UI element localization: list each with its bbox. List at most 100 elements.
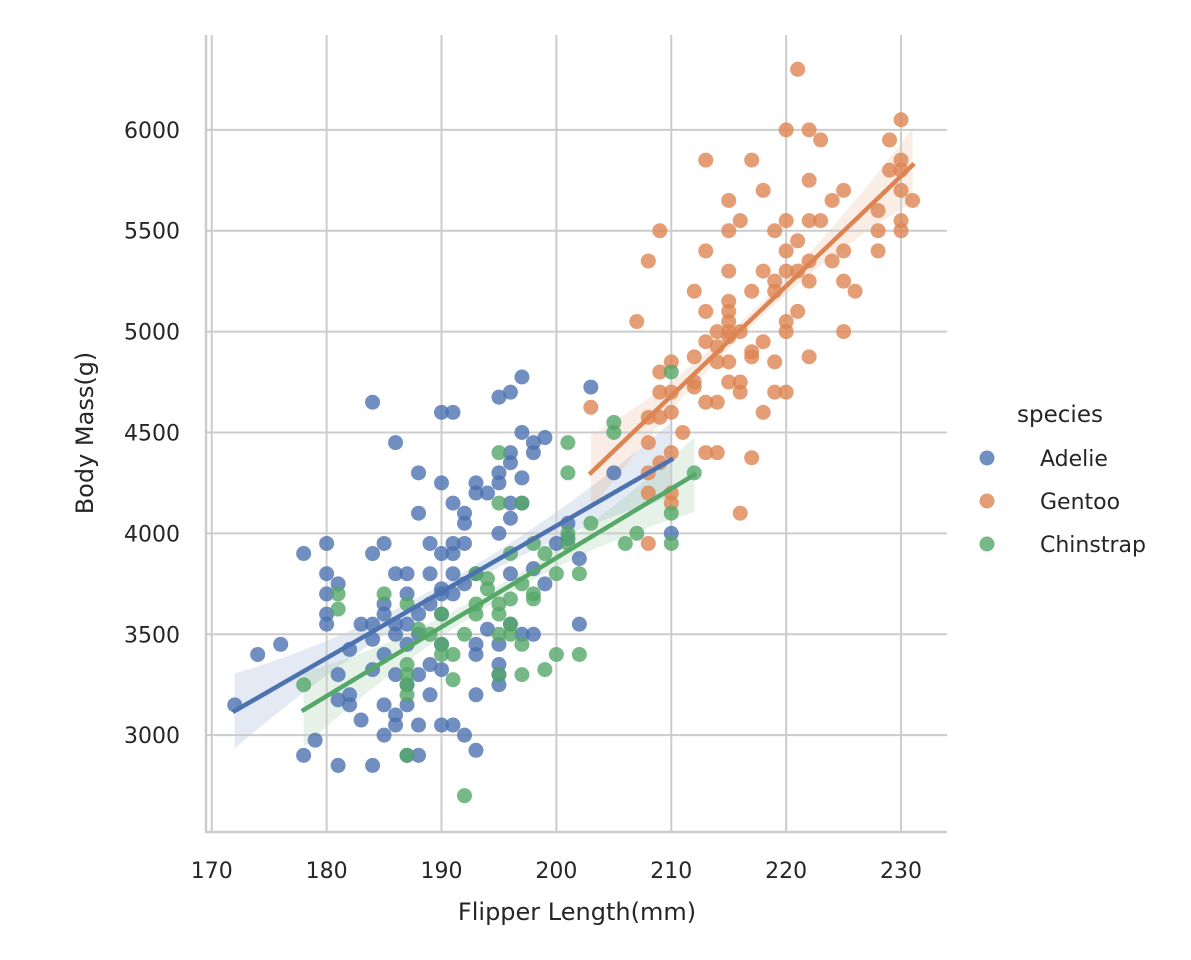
- adelie-data-point: [571, 551, 587, 567]
- gentoo-data-point: [790, 303, 806, 319]
- adelie-data-point: [319, 566, 335, 582]
- gentoo-data-point: [905, 192, 921, 208]
- gentoo-data-point: [755, 404, 771, 420]
- y-tick-label: 3000: [124, 724, 180, 749]
- adelie-data-point: [456, 727, 472, 743]
- adelie-data-point: [456, 515, 472, 531]
- chinstrap-data-point: [376, 586, 392, 602]
- gentoo-data-point: [709, 324, 725, 340]
- gentoo-data-point: [790, 263, 806, 279]
- gentoo-data-point: [640, 253, 656, 269]
- chinstrap-data-point: [491, 445, 507, 461]
- legend-title: species: [1017, 402, 1103, 428]
- y-tick-label: 4000: [124, 522, 180, 547]
- adelie-data-point: [422, 535, 438, 551]
- adelie-data-point: [468, 485, 484, 501]
- adelie-data-point: [491, 475, 507, 491]
- axes: [204, 35, 947, 834]
- gentoo-data-point: [813, 213, 829, 229]
- gentoo-data-point: [836, 182, 852, 198]
- gentoo-data-point: [652, 223, 668, 239]
- gentoo-data-point: [629, 314, 645, 330]
- gentoo-legend-marker: [979, 493, 995, 509]
- chinstrap-data-point: [399, 687, 415, 703]
- adelie-data-point: [456, 535, 472, 551]
- adelie-data-point: [330, 692, 346, 708]
- chinstrap-data-point: [296, 677, 312, 693]
- y-tick-label: 4500: [124, 421, 180, 446]
- x-tick-label: 230: [880, 859, 922, 884]
- y-tick-label: 3500: [124, 623, 180, 648]
- gentoo-data-point: [778, 324, 794, 340]
- tick-labels: 170 180 190 200 210 220 230 3000 3500 4000 4500 500…: [124, 119, 922, 884]
- adelie-data-point: [250, 646, 266, 662]
- gentoo-data-point: [709, 445, 725, 461]
- gentoo-data-point: [640, 485, 656, 501]
- adelie-data-point: [296, 546, 312, 562]
- gentoo-data-point: [778, 122, 794, 138]
- adelie-data-point: [376, 535, 392, 551]
- adelie-data-point: [525, 626, 541, 642]
- gentoo-data-point: [847, 283, 863, 299]
- gentoo-data-point: [744, 450, 760, 466]
- gentoo-data-point: [801, 213, 817, 229]
- adelie-legend-marker: [979, 450, 995, 466]
- gentoo-data-point: [640, 435, 656, 451]
- chinstrap-data-point: [445, 672, 461, 688]
- gentoo-data-point: [801, 349, 817, 365]
- gentoo-data-point: [640, 535, 656, 551]
- legend: species Adelie Gentoo Chinstrap: [979, 402, 1146, 558]
- gentoo-data-point: [836, 273, 852, 289]
- adelie-data-point: [353, 712, 369, 728]
- gentoo-data-point: [732, 505, 748, 521]
- chinstrap-data-point: [330, 586, 346, 602]
- gentoo-legend-label: Gentoo: [1040, 490, 1120, 515]
- adelie-data-point: [548, 535, 564, 551]
- gentoo-data-point: [801, 172, 817, 188]
- gentoo-data-point: [698, 394, 714, 410]
- chinstrap-data-point: [479, 581, 495, 597]
- gentoo-data-point: [583, 399, 599, 415]
- gentoo-data-point: [721, 192, 737, 208]
- grid-lines: [206, 35, 947, 832]
- adelie-data-point: [491, 389, 507, 405]
- adelie-data-point: [411, 747, 427, 763]
- gentoo-data-point: [824, 192, 840, 208]
- gentoo-data-point: [675, 424, 691, 440]
- adelie-data-point: [434, 662, 450, 678]
- chinstrap-data-point: [514, 667, 530, 683]
- adelie-data-point: [491, 525, 507, 541]
- adelie-data-point: [479, 621, 495, 637]
- gentoo-data-point: [698, 303, 714, 319]
- adelie-data-point: [411, 667, 427, 683]
- chinstrap-data-point: [491, 667, 507, 683]
- adelie-data-point: [445, 495, 461, 511]
- adelie-data-point: [434, 475, 450, 491]
- gentoo-data-point: [893, 223, 909, 239]
- adelie-data-point: [388, 566, 404, 582]
- adelie-data-point: [468, 646, 484, 662]
- adelie-data-point: [319, 535, 335, 551]
- adelie-data-point: [411, 606, 427, 622]
- adelie-data-point: [376, 697, 392, 713]
- chinstrap-data-point: [548, 646, 564, 662]
- gentoo-data-point: [698, 334, 714, 350]
- gentoo-data-point: [790, 61, 806, 77]
- chinstrap-data-point: [491, 606, 507, 622]
- chinstrap-data-point: [537, 546, 553, 562]
- gentoo-data-point: [893, 112, 909, 128]
- gentoo-data-point: [778, 243, 794, 259]
- adelie-data-point: [376, 727, 392, 743]
- gentoo-data-point: [836, 243, 852, 259]
- x-axis-label: Flipper Length(mm): [458, 898, 696, 926]
- chinstrap-data-point: [456, 788, 472, 804]
- adelie-data-point: [468, 742, 484, 758]
- gentoo-data-point: [836, 324, 852, 340]
- gentoo-data-point: [732, 213, 748, 229]
- adelie-data-point: [388, 626, 404, 642]
- chinstrap-data-point: [502, 591, 518, 607]
- adelie-data-point: [399, 566, 415, 582]
- adelie-data-point: [353, 616, 369, 632]
- gentoo-data-point: [790, 233, 806, 249]
- adelie-data-point: [411, 465, 427, 481]
